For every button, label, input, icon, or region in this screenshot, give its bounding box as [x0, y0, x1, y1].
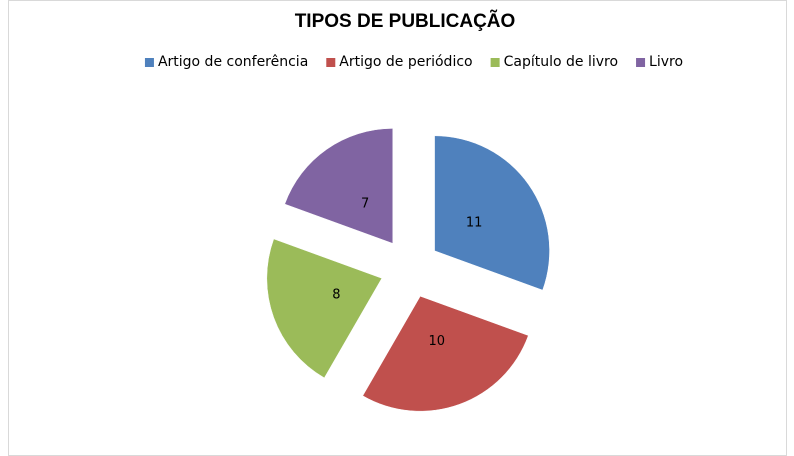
pie-slice [284, 128, 394, 244]
data-label: 7 [361, 196, 369, 211]
pie-slice [266, 238, 383, 379]
legend-label: Livro [649, 54, 683, 70]
legend-swatch [636, 58, 646, 67]
data-label: 11 [466, 216, 483, 231]
pie-slice [434, 135, 550, 291]
legend-label: Artigo de periódico [339, 54, 472, 70]
chart-title: TIPOS DE PUBLICAÇÃO [295, 10, 516, 32]
legend-label: Capítulo de livro [504, 54, 618, 70]
legend-label: Artigo de conferência [158, 54, 308, 70]
legend-swatch [144, 58, 154, 67]
legend-swatch [326, 58, 336, 67]
data-label: 10 [429, 334, 446, 349]
pie-slice [362, 295, 529, 412]
legend-swatch [490, 58, 500, 67]
data-label: 8 [332, 287, 340, 302]
